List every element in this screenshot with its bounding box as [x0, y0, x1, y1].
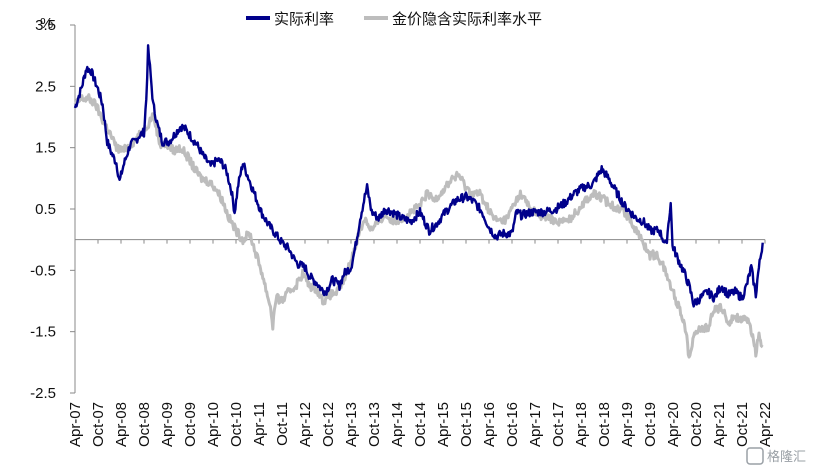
watermark-logo-icon [746, 447, 764, 465]
x-tick-label: Apr-18 [573, 402, 590, 447]
plot-area [73, 44, 764, 359]
x-tick-label: Oct-18 [596, 402, 613, 447]
x-tick-label: Oct-11 [274, 402, 291, 446]
x-tick-label: Oct-15 [458, 402, 475, 447]
x-tick-label: Apr-10 [205, 402, 222, 447]
x-tick-label: Apr-11 [251, 402, 268, 446]
x-tick-label: Apr-08 [113, 402, 130, 447]
x-tick-label: Apr-09 [159, 402, 176, 447]
series-line-real-rate [73, 44, 764, 308]
legend-label-real-rate: 实际利率 [274, 10, 334, 28]
y-axis: 3.5 2.5 1.5 0.5 -0.5 -1.5 -2.5 [30, 17, 76, 402]
x-tick-label: Oct-17 [550, 402, 567, 447]
x-axis: Apr-07 Oct-07 Apr-08 Oct-08 Apr-09 Oct-09 Apr-… [67, 239, 774, 447]
y-tick-label: 1.5 [35, 140, 56, 157]
x-tick-label: Apr-13 [343, 402, 360, 447]
x-tick-label: Oct-10 [228, 402, 245, 447]
x-tick-label: Apr-07 [67, 402, 84, 447]
x-tick-label: Oct-13 [366, 402, 383, 447]
x-tick-label: Apr-17 [527, 402, 544, 447]
watermark-text: 格隆汇 [767, 449, 806, 465]
series-line-gold-implied [73, 93, 764, 359]
x-tick-label: Oct-09 [182, 402, 199, 447]
y-axis-unit-label: % [40, 15, 53, 32]
x-tick-label: Oct-19 [642, 402, 659, 447]
x-tick-label: Oct-14 [412, 402, 429, 447]
y-tick-label: -0.5 [30, 262, 56, 279]
x-tick-label: Apr-14 [389, 402, 406, 447]
x-tick-label: Apr-15 [435, 402, 452, 447]
x-tick-label: Oct-08 [136, 402, 153, 447]
x-tick-label: Apr-19 [619, 402, 636, 447]
x-tick-label: Apr-22 [757, 402, 774, 447]
y-tick-label: -2.5 [30, 385, 56, 402]
y-tick-label: 2.5 [35, 78, 56, 95]
y-tick-label: -1.5 [30, 324, 56, 341]
y-tick-label: 3.5 [35, 17, 56, 34]
legend-label-gold-implied: 金价隐含实际利率水平 [392, 10, 542, 28]
x-tick-label: Oct-20 [688, 402, 705, 447]
x-tick-label: Oct-12 [320, 402, 337, 447]
x-tick-label: Oct-21 [734, 402, 751, 447]
x-tick-label: Apr-12 [297, 402, 314, 447]
x-tick-label: Oct-07 [90, 402, 107, 447]
legend: 实际利率 金价隐含实际利率水平 [246, 10, 542, 28]
y-tick-label: 0.5 [35, 201, 56, 218]
x-tick-label: Apr-20 [665, 402, 682, 447]
x-tick-label: Oct-16 [504, 402, 521, 447]
watermark: 格隆汇 [746, 447, 806, 465]
x-tick-label: Apr-21 [711, 402, 728, 447]
x-tick-label: Apr-16 [481, 402, 498, 447]
